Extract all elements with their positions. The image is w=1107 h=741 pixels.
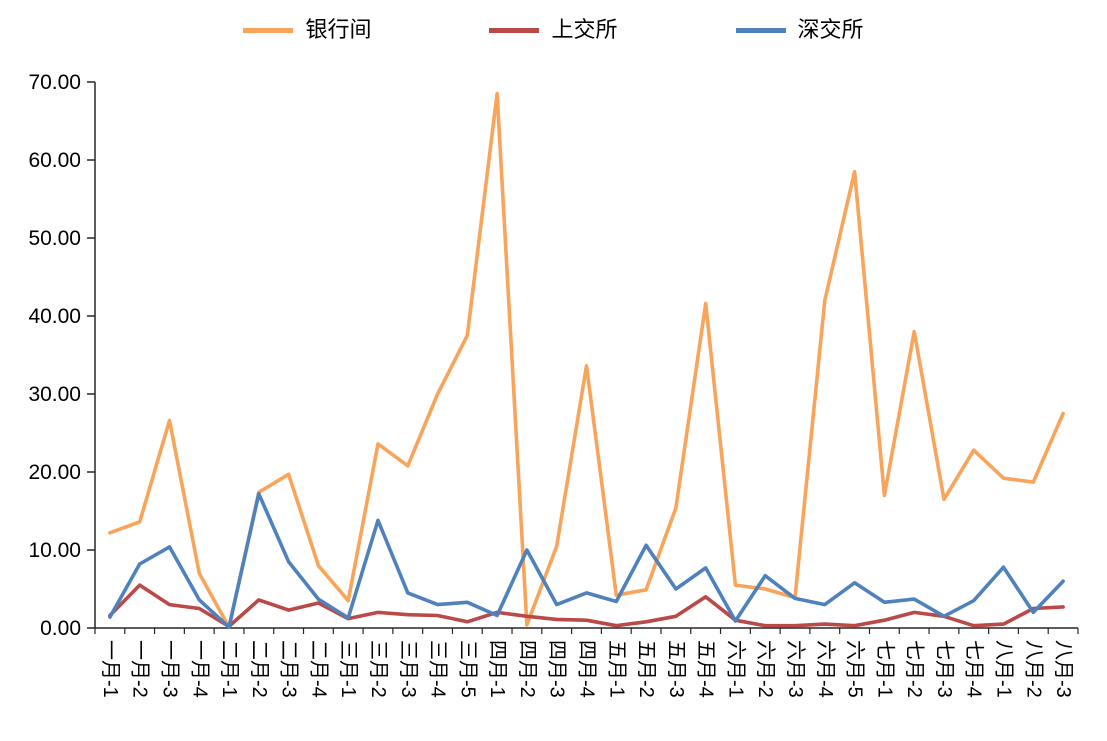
x-tick-label: 六月-4 <box>814 640 837 698</box>
x-tick-label: 三月-1 <box>337 640 359 698</box>
x-tick-label: 二月-1 <box>218 640 240 698</box>
x-tick-label: 二月-4 <box>307 640 329 698</box>
x-tick-label: 五月-3 <box>665 640 687 698</box>
legend-label-interbank: 银行间 <box>305 17 372 42</box>
y-tick-label: 40.00 <box>28 305 81 328</box>
x-tick-label: 七月-3 <box>933 640 956 698</box>
x-tick-label: 五月-1 <box>605 640 627 698</box>
legend-label-sse: 上交所 <box>551 17 618 42</box>
y-tick-label: 0.00 <box>40 617 81 640</box>
y-tick-label: 60.00 <box>28 149 81 172</box>
x-tick-label: 六月-3 <box>784 640 807 698</box>
legend-swatch-interbank <box>243 27 294 33</box>
x-tick-label: 七月-2 <box>903 640 926 698</box>
y-tick-label: 70.00 <box>28 71 81 94</box>
legend: 银行间 上交所 深交所 <box>0 0 1107 52</box>
series-line-0 <box>108 91 1065 630</box>
series-line-1 <box>108 583 1065 629</box>
legend-item-interbank: 银行间 <box>243 19 371 41</box>
legend-item-szse: 深交所 <box>735 17 864 42</box>
x-tick-label: 五月-2 <box>635 640 657 698</box>
legend-swatch-sse <box>489 27 540 33</box>
series-line-2 <box>108 491 1065 630</box>
x-tick-label: 八月-2 <box>1022 640 1044 698</box>
x-tick-label: 四月-3 <box>546 640 568 698</box>
y-tick-label: 20.00 <box>28 461 81 484</box>
x-tick-label: 三月-2 <box>367 640 389 698</box>
x-tick-label: 一月-4 <box>188 640 210 698</box>
y-tick-label: 10.00 <box>28 539 81 562</box>
legend-label-szse: 深交所 <box>797 17 864 42</box>
x-tick-label: 八月-1 <box>993 640 1015 698</box>
x-tick-label: 七月-4 <box>963 640 986 698</box>
y-tick-label: 50.00 <box>28 227 81 250</box>
x-tick-label: 一月-3 <box>158 640 180 698</box>
x-tick-label: 三月-4 <box>427 640 449 698</box>
x-tick-label: 二月-2 <box>248 640 270 698</box>
x-tick-label: 一月-2 <box>129 640 151 698</box>
chart-svg: 0.00 10.00 20.00 30.00 40.00 50.00 60.00 70.00 一… <box>28 71 1079 698</box>
x-tick-label: 一月-1 <box>99 640 121 698</box>
x-tick-label: 二月-3 <box>278 640 300 698</box>
x-tick-label: 四月-2 <box>516 640 538 698</box>
x-tick-label: 六月-2 <box>754 640 777 698</box>
x-tick-label: 五月-4 <box>695 640 717 698</box>
x-tick-label: 三月-5 <box>456 640 478 698</box>
x-tick-label: 四月-4 <box>576 640 598 698</box>
x-tick-label: 七月-1 <box>873 640 896 698</box>
legend-item-sse: 上交所 <box>489 17 618 42</box>
x-tick-label: 四月-1 <box>486 640 508 698</box>
x-tick-label: 六月-1 <box>724 640 747 698</box>
legend-swatch-szse <box>735 27 786 33</box>
x-tick-label: 八月-3 <box>1052 640 1074 698</box>
x-tick-label: 三月-3 <box>397 640 419 698</box>
y-tick-label: 30.00 <box>28 383 81 406</box>
x-tick-label: 六月-5 <box>844 640 867 698</box>
